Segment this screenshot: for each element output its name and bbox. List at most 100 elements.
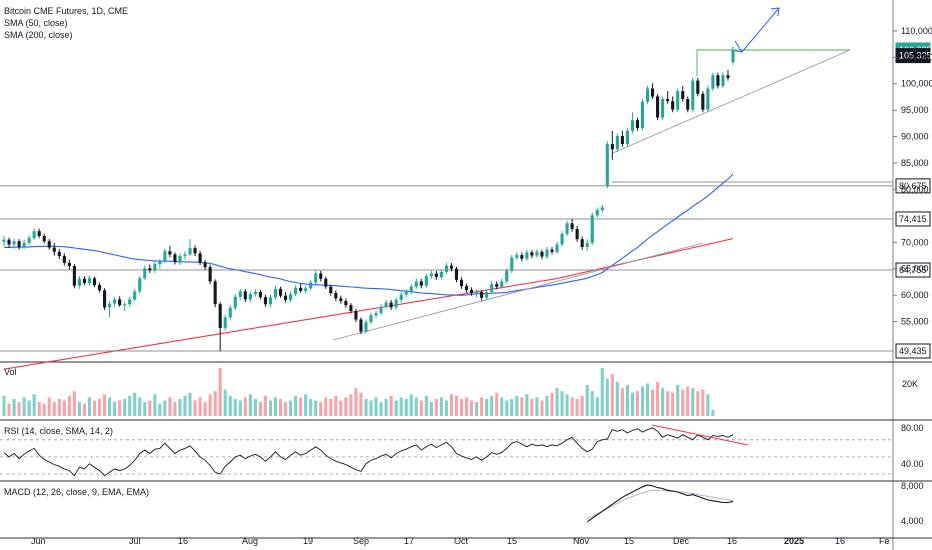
candle-body: [133, 291, 137, 300]
candle-body: [540, 251, 544, 257]
volume-bar: [419, 400, 423, 416]
legend-sma200[interactable]: SMA (200, close): [4, 30, 73, 40]
candle-body: [314, 273, 318, 283]
candle-body: [545, 249, 549, 257]
candle-body: [600, 207, 604, 211]
candle-body: [379, 306, 383, 314]
candle: [711, 72, 715, 92]
candle-body: [213, 281, 217, 305]
level-tag-label: 105,325: [899, 51, 932, 61]
volume-bar: [283, 402, 288, 416]
sma50-line: [4, 173, 734, 296]
candle-body: [686, 99, 690, 110]
volume-bar: [585, 385, 589, 416]
candle-body: [47, 241, 51, 248]
macd-label[interactable]: MACD (12, 26, close, 9, EMA, EMA): [4, 487, 149, 497]
level-tag-box: [895, 262, 931, 278]
price-axis-tick-label: 60,000: [901, 290, 929, 300]
candle-body: [42, 235, 46, 242]
candle: [540, 249, 544, 260]
projection-arrow-head: [770, 7, 780, 17]
volume-bar: [87, 397, 92, 416]
candle-body: [454, 268, 459, 280]
volume-label[interactable]: Vol: [4, 367, 17, 377]
volume-bar: [304, 394, 308, 416]
volume-bar: [620, 388, 624, 416]
candle: [409, 284, 413, 295]
candle: [399, 291, 403, 303]
volume-bar: [610, 374, 614, 416]
volume-bar: [77, 402, 81, 416]
time-axis-label: Oct: [454, 536, 469, 546]
volume-bar: [309, 398, 313, 416]
volume-bar: [389, 395, 393, 416]
candle: [585, 239, 589, 251]
candle: [676, 88, 680, 112]
legend-sma50[interactable]: SMA (50, close): [4, 18, 68, 28]
candle-body: [203, 262, 207, 268]
volume-bar: [97, 398, 102, 416]
candle: [500, 278, 504, 289]
candle: [37, 228, 41, 239]
trendlines: [332, 7, 893, 341]
candle: [278, 286, 283, 298]
volume-bar: [128, 395, 132, 416]
volume-bar: [590, 391, 594, 416]
volume-bar: [163, 400, 167, 416]
candle-body: [490, 284, 494, 292]
candle: [324, 276, 328, 289]
volume-bar: [666, 391, 670, 416]
candle-body: [595, 210, 599, 216]
candle-body: [424, 276, 428, 286]
candle: [721, 72, 725, 88]
volume-bar: [711, 409, 715, 416]
candle: [108, 300, 112, 318]
candle-body: [696, 80, 700, 94]
volume-bar: [645, 383, 650, 416]
volume-bar: [268, 400, 273, 416]
candlestick-series: [2, 46, 735, 352]
candle: [299, 284, 303, 294]
volume-bar: [495, 392, 499, 416]
candle: [193, 245, 197, 257]
candle: [475, 289, 479, 298]
volume-bar: [273, 397, 278, 416]
time-axis-label: 16: [178, 536, 188, 546]
rsi-label[interactable]: RSI (14, close, SMA, 14, 2): [4, 426, 113, 436]
volume-bar: [57, 398, 61, 416]
candle-body: [550, 249, 554, 252]
candle-body: [505, 270, 509, 282]
time-axis-label: 15: [624, 536, 634, 546]
volume-bar: [193, 400, 197, 416]
candle-body: [37, 231, 41, 236]
time-axis[interactable]: Jun Jul 16 Aug 19 Sep 17 Oct 15 Nov 15 Dec 16 2025 16 F…: [31, 536, 890, 546]
candle-body: [615, 136, 619, 150]
candle-body: [359, 319, 363, 332]
candle-body: [223, 317, 227, 328]
candle: [62, 253, 66, 266]
volume-bar: [143, 402, 147, 416]
candle-body: [640, 101, 645, 129]
candle-body: [238, 291, 242, 297]
rsi-axis-tick-40: 40.00: [901, 459, 924, 469]
volume-bar: [485, 398, 489, 416]
moving-averages: [3, 173, 734, 370]
candle: [283, 291, 288, 303]
candle: [344, 298, 348, 308]
candle: [113, 296, 117, 308]
volume-bar: [656, 381, 660, 416]
projection-arrow-line: [741, 7, 780, 53]
candle-body: [605, 143, 609, 187]
volume-bar: [203, 402, 207, 416]
price-axis[interactable]: 110,000 105,000 100,000 95,000 90,000 85,000 8…: [893, 26, 932, 327]
candle: [439, 269, 443, 280]
candle-body: [173, 254, 177, 262]
candle: [143, 265, 147, 280]
candle-body: [369, 315, 373, 323]
candle: [7, 237, 11, 249]
time-axis-label: Aug: [242, 536, 258, 546]
volume-bar: [414, 397, 418, 416]
candle-body: [339, 298, 343, 301]
macd-axis-tick-8000: 8,000: [901, 481, 924, 491]
